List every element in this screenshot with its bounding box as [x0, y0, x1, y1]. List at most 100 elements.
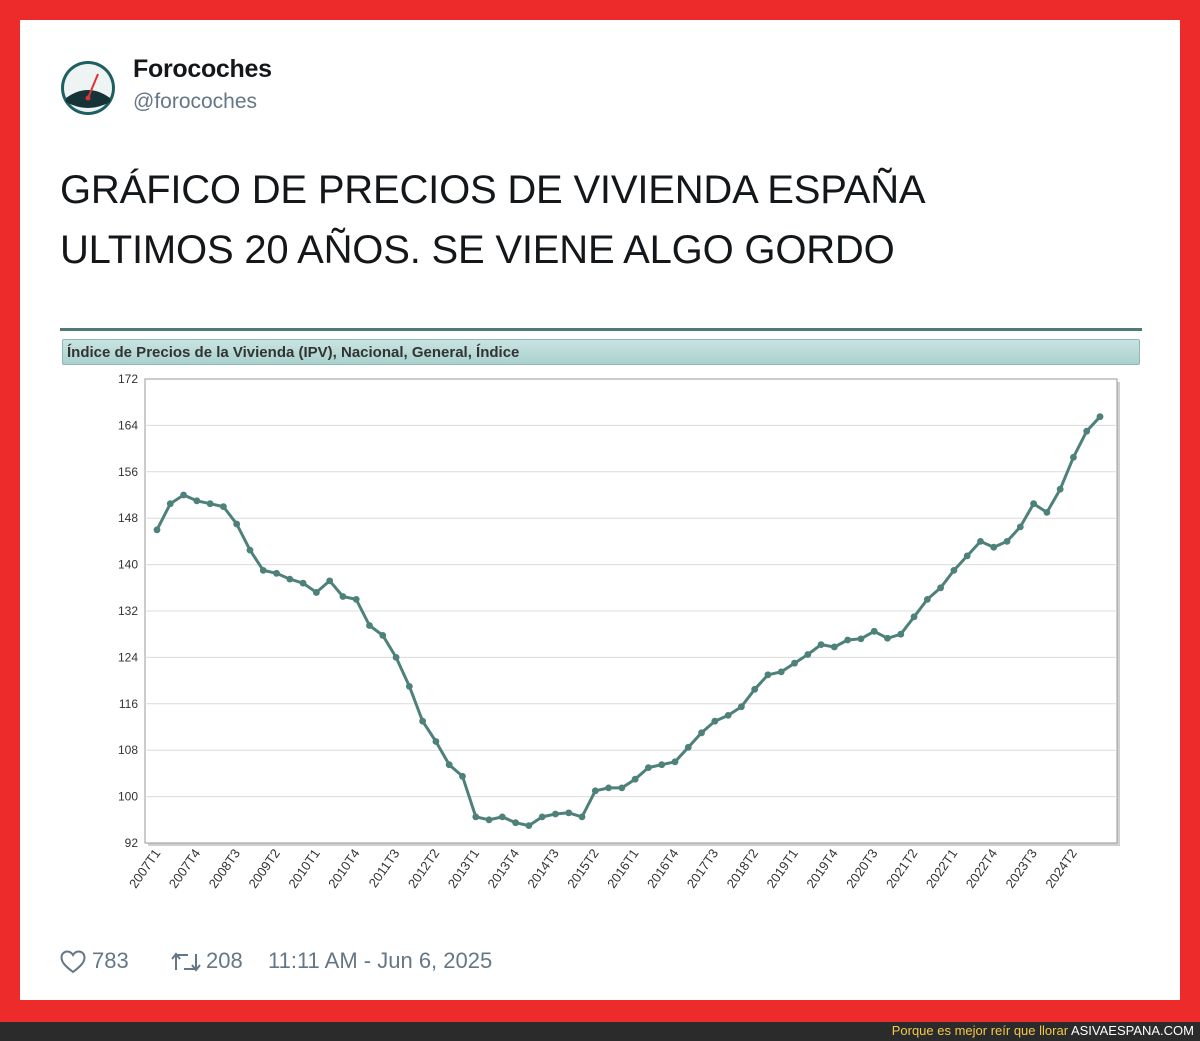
- author-handle[interactable]: @forocoches: [133, 90, 258, 113]
- data-point-42: [711, 717, 719, 725]
- x-tick-label-12: 2016T1: [604, 846, 642, 891]
- data-point-32: [578, 813, 586, 821]
- y-tick-label-2: 108: [118, 743, 138, 757]
- x-tick-label-19: 2021T2: [883, 846, 921, 891]
- author-name[interactable]: Forocoches: [133, 55, 272, 83]
- x-tick-label-11: 2015T2: [564, 846, 602, 891]
- data-point-59: [937, 584, 945, 592]
- data-point-17: [379, 631, 387, 639]
- data-point-54: [870, 627, 878, 635]
- credit-text: Porque es mejor reír que llorar ASIVAESP…: [892, 1023, 1194, 1038]
- speedometer-avatar-icon[interactable]: [60, 60, 116, 116]
- y-tick-label-6: 140: [118, 558, 138, 572]
- data-point-45: [751, 685, 759, 693]
- y-tick-label-4: 124: [118, 650, 138, 664]
- y-tick-label-0: 92: [125, 836, 139, 850]
- x-tick-label-9: 2013T4: [484, 846, 522, 891]
- data-point-1: [166, 500, 174, 508]
- data-point-12: [312, 589, 320, 596]
- data-point-40: [684, 743, 692, 751]
- data-point-14: [339, 593, 347, 600]
- data-point-29: [538, 813, 546, 821]
- data-point-49: [804, 651, 812, 658]
- data-point-16: [366, 622, 373, 629]
- data-point-30: [552, 810, 559, 818]
- x-tick-label-0: 2007T1: [126, 846, 164, 891]
- data-point-46: [764, 671, 772, 679]
- x-tick-label-18: 2020T3: [843, 846, 881, 891]
- data-point-41: [698, 729, 705, 737]
- data-point-13: [326, 577, 334, 585]
- credit-site[interactable]: ASIVAESPANA.COM: [1070, 1023, 1194, 1038]
- data-point-58: [923, 596, 931, 603]
- y-tick-label-5: 132: [118, 604, 138, 618]
- x-tick-label-20: 2022T1: [923, 846, 961, 891]
- y-tick-label-1: 100: [118, 790, 138, 804]
- x-tick-label-5: 2010T4: [325, 846, 363, 891]
- x-tick-label-10: 2014T3: [524, 846, 562, 891]
- data-point-11: [299, 579, 307, 587]
- data-point-64: [1003, 538, 1011, 545]
- data-point-23: [459, 772, 466, 780]
- data-point-44: [737, 703, 745, 711]
- x-tick-label-13: 2016T4: [644, 846, 682, 891]
- data-point-8: [259, 567, 267, 574]
- data-point-51: [830, 643, 838, 651]
- data-point-43: [724, 712, 732, 719]
- credit-tagline: Porque es mejor reír que llorar: [891, 1023, 1069, 1038]
- data-point-25: [485, 816, 493, 824]
- x-tick-label-4: 2010T1: [285, 846, 323, 891]
- data-point-4: [206, 500, 214, 508]
- data-point-36: [631, 775, 639, 783]
- data-point-24: [472, 813, 480, 821]
- x-tick-label-1: 2007T4: [166, 846, 204, 891]
- retweet-icon[interactable]: [170, 950, 202, 974]
- y-tick-label-10: 172: [118, 372, 138, 386]
- data-point-56: [897, 630, 905, 638]
- x-tick-label-8: 2013T1: [445, 846, 483, 891]
- data-point-50: [817, 641, 825, 649]
- chart-title-bar: Índice de Precios de la Vivienda (IPV), …: [62, 339, 1140, 365]
- data-point-39: [671, 758, 679, 766]
- y-tick-label-9: 164: [118, 418, 138, 432]
- data-point-26: [498, 813, 506, 821]
- retweet-count[interactable]: 208: [206, 948, 243, 973]
- x-tick-label-14: 2017T3: [684, 846, 722, 891]
- data-point-20: [419, 717, 427, 725]
- data-point-52: [844, 636, 852, 644]
- tweet-timestamp[interactable]: 11:11 AM - Jun 6, 2025: [268, 948, 493, 973]
- data-point-71: [1096, 413, 1104, 421]
- data-point-19: [405, 683, 413, 690]
- x-tick-label-6: 2011T3: [365, 846, 402, 890]
- data-point-55: [884, 634, 891, 642]
- data-point-2: [180, 491, 187, 499]
- data-point-21: [432, 738, 440, 745]
- data-point-47: [777, 668, 785, 676]
- x-tick-label-22: 2023T3: [1002, 846, 1040, 891]
- data-point-33: [591, 787, 599, 795]
- data-point-38: [658, 761, 666, 769]
- data-point-9: [273, 569, 280, 577]
- data-point-31: [565, 809, 573, 817]
- x-tick-label-3: 2009T2: [245, 846, 283, 891]
- data-point-18: [392, 654, 400, 661]
- x-tick-label-17: 2019T4: [803, 846, 841, 891]
- y-tick-label-7: 148: [118, 511, 138, 525]
- y-tick-label-8: 156: [118, 465, 138, 479]
- tweet-text-line-2: ULTIMOS 20 AÑOS. SE VIENE ALGO GORDO: [60, 228, 895, 272]
- data-point-63: [990, 543, 998, 551]
- data-point-27: [512, 819, 520, 827]
- data-point-3: [193, 497, 201, 505]
- data-point-62: [977, 538, 984, 545]
- heart-icon[interactable]: [60, 950, 86, 974]
- data-point-6: [233, 520, 241, 528]
- like-count[interactable]: 783: [92, 948, 129, 973]
- chart-title: Índice de Precios de la Vivienda (IPV), …: [67, 344, 520, 361]
- chart-top-rule: [60, 328, 1142, 331]
- data-point-57: [910, 613, 918, 621]
- x-tick-label-16: 2019T1: [763, 846, 801, 891]
- credit-bar: Porque es mejor reír que llorar ASIVAESP…: [0, 1022, 1200, 1041]
- data-point-53: [857, 635, 865, 643]
- tweet-card: Forocoches @forocoches GRÁFICO DE PRECIO…: [20, 20, 1180, 1000]
- data-point-60: [950, 567, 958, 574]
